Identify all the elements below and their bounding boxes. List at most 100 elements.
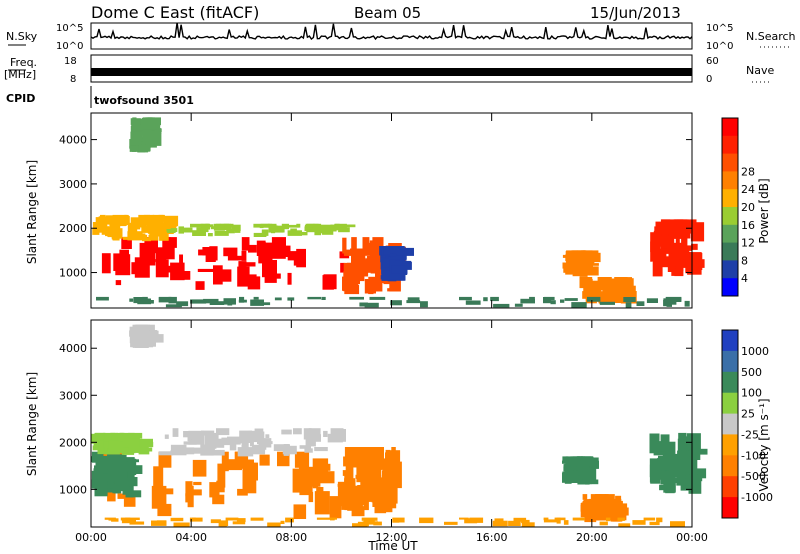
velocity-data-cell [556,517,561,524]
power-data-cell [543,297,552,304]
velocity-data-cell [185,481,193,497]
velocity-data-cell [316,517,333,520]
velocity-data-cell [672,470,684,477]
velocity-data-cell [381,458,393,469]
power-data-cell [585,266,599,276]
x-tick-label: 20:00 [576,531,608,544]
power-data-cell [420,301,428,308]
velocity-data-cell [372,486,379,495]
power-data-cell [274,297,282,301]
power-data-cell [179,254,183,265]
velocity-data-cell [656,517,663,523]
velocity-colorbar-label: Velocity [m s⁻¹] [757,398,771,491]
velocity-data-cell [108,440,123,450]
velocity-data-cell [632,520,646,525]
velocity-data-cell [106,435,112,441]
velocity-data-cell [618,523,631,527]
velocity-data-cell [123,490,136,507]
power-colorbar: 4 8 12 16 20 24 28 [721,117,755,297]
velocity-colorbar-tick-label: 100 [741,387,762,400]
power-data-cell [238,299,247,303]
velocity-data-cell [193,481,202,486]
power-data-cell [406,300,421,304]
velocity-data-cell [657,469,662,480]
velocity-data-cell [148,334,164,343]
power-axis: 1000 2000 3000 4000 [59,134,692,280]
power-colorbar-swatch [722,171,738,190]
power-data-cell [138,145,146,153]
velocity-data-cell [571,467,585,470]
velocity-data-cell [367,473,372,489]
power-data-cell [243,262,256,267]
velocity-data-cell [258,438,272,448]
velocity-data-cell [93,438,102,447]
freq-label: Freq. [10,56,37,69]
power-data-cell [181,271,191,280]
power-data-cell [369,296,386,300]
x-tick-label: 00:00 [75,531,107,544]
power-data-cell [382,263,392,277]
power-data-cell [586,293,594,299]
velocity-data-cell [314,447,328,452]
power-data-cell [163,219,169,229]
power-data-cell [661,256,669,268]
power-data-cell [342,237,347,254]
power-data-cell [573,262,580,268]
velocity-data-cell [121,518,136,524]
power-data-cell [667,262,675,272]
velocity-data-cell [374,506,387,514]
power-data-cell [389,272,401,292]
velocity-data-cell [617,517,625,521]
velocity-data-cell [125,442,130,448]
power-colorbar-tick-label: 24 [741,183,755,196]
power-ylabel: Slant Range [km] [25,160,39,264]
velocity-data-cell [610,505,621,511]
power-data-cell [127,231,143,241]
power-data-cell [270,227,280,233]
power-data-cell [115,280,122,286]
power-data-cell [143,219,159,226]
power-data-cell [395,260,403,264]
velocity-colorbar-tick-label: -100 [741,449,766,462]
velocity-data-cell [237,488,248,496]
velocity-data-cell [370,458,377,486]
velocity-data-cell [121,447,135,455]
velocity-data-cell [459,517,469,520]
velocity-data-cell [130,338,139,348]
velocity-data-cell [649,433,660,454]
velocity-data-cell [190,489,202,496]
power-data-cell [636,301,645,306]
power-data-cell [275,225,285,233]
power-data-cell [579,277,584,289]
power-data-cell [135,224,147,228]
power-data-cell [338,227,350,233]
velocity-data-cell [382,467,388,475]
velocity-data-cell [265,434,270,438]
velocity-data-cell [299,445,311,449]
velocity-data-cell [583,499,590,509]
power-colorbar-tick-label: 4 [741,272,748,285]
power-data-cell [678,246,690,260]
velocity-data-cell [577,467,584,477]
power-data-cell [168,296,177,304]
power-data-cell [260,223,277,228]
power-data-cell [690,222,705,242]
nsearch-tick-top: 10^5 [706,23,733,34]
velocity-colorbar-tick-label: -500 [741,470,766,483]
power-data-cell [209,301,225,305]
velocity-data-cell [303,428,312,440]
power-data-cell [285,224,300,228]
power-data-cell [529,296,535,301]
power-data-cell [564,298,578,301]
velocity-data-cell [172,428,179,437]
velocity-data-cell [259,454,270,466]
x-tick-label: 16:00 [476,531,508,544]
velocity-data-cell [192,459,207,477]
power-data-cell [307,296,321,300]
velocity-data-cell [386,478,392,504]
velocity-colorbar-tick-label: -1000 [741,491,773,504]
power-data-cell [514,303,523,307]
power-colorbar-swatch [722,207,738,226]
velocity-data-cell [492,520,508,527]
